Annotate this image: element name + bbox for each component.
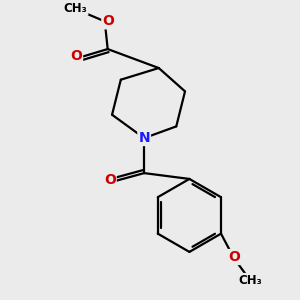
Text: N: N <box>138 131 150 145</box>
Text: O: O <box>102 14 114 28</box>
Text: CH₃: CH₃ <box>238 274 262 287</box>
Text: O: O <box>70 50 82 63</box>
Text: O: O <box>104 173 116 188</box>
Text: O: O <box>228 250 240 264</box>
Text: CH₃: CH₃ <box>64 2 87 15</box>
